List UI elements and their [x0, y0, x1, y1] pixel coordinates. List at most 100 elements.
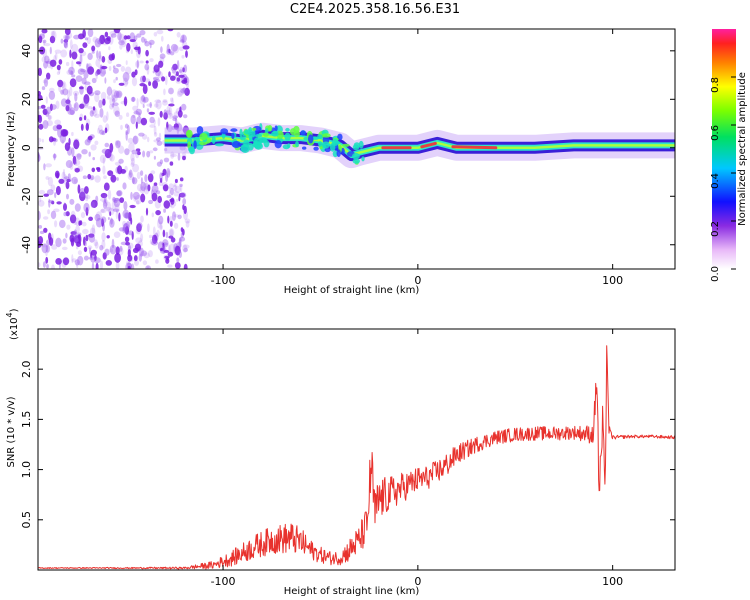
- noise-mark: [61, 246, 68, 251]
- noise-mark: [108, 207, 115, 216]
- noise-mark: [106, 95, 111, 100]
- noise-mark: [158, 215, 164, 225]
- spec-x-tick-label: 0: [414, 274, 421, 287]
- noise-mark: [159, 177, 163, 183]
- noise-mark: [170, 204, 175, 209]
- noise-mark: [167, 215, 170, 224]
- noise-mark: [182, 198, 187, 205]
- noise-mark: [113, 231, 121, 238]
- noise-mark: [156, 140, 163, 146]
- noise-mark: [143, 185, 150, 195]
- noise-mark: [158, 60, 164, 68]
- noise-mark: [91, 224, 96, 235]
- noise-mark: [179, 39, 185, 43]
- noise-mark: [111, 98, 116, 104]
- noise-mark: [41, 86, 46, 91]
- noise-mark: [55, 185, 61, 196]
- noise-mark: [143, 97, 147, 104]
- ridge-blob: [318, 141, 323, 147]
- noise-mark: [79, 187, 86, 198]
- noise-mark: [85, 122, 90, 131]
- noise-mark: [184, 218, 191, 224]
- noise-mark: [132, 114, 136, 119]
- noise-mark: [83, 98, 89, 109]
- noise-mark: [149, 101, 152, 109]
- noise-mark: [65, 181, 70, 190]
- noise-mark: [45, 163, 52, 168]
- noise-mark: [122, 209, 130, 219]
- noise-mark: [162, 242, 165, 252]
- noise-mark: [163, 109, 167, 118]
- noise-mark: [69, 214, 77, 224]
- noise-mark: [42, 29, 45, 37]
- noise-mark: [118, 114, 123, 120]
- noise-mark: [168, 183, 174, 190]
- noise-mark: [176, 77, 181, 82]
- noise-mark: [112, 196, 116, 203]
- noise-mark: [136, 33, 142, 38]
- noise-mark: [90, 175, 95, 181]
- noise-mark: [166, 256, 169, 261]
- noise-mark: [109, 142, 114, 153]
- noise-mark: [38, 236, 44, 245]
- snr-x-axis-label: Height of straight line (km): [284, 586, 420, 597]
- noise-mark: [103, 202, 108, 207]
- noise-mark: [152, 76, 160, 81]
- noise-mark: [146, 103, 153, 107]
- noise-mark: [86, 63, 91, 70]
- noise-mark: [163, 88, 166, 96]
- noise-mark: [67, 173, 71, 180]
- noise-mark: [129, 39, 136, 43]
- noise-mark: [92, 157, 95, 161]
- noise-mark: [87, 52, 93, 61]
- noise-mark: [157, 117, 161, 127]
- noise-mark: [43, 193, 49, 197]
- noise-mark: [66, 69, 74, 76]
- noise-mark: [104, 31, 109, 38]
- noise-mark: [170, 97, 173, 103]
- noise-mark: [99, 198, 107, 202]
- noise-mark: [104, 148, 112, 159]
- noise-mark: [55, 237, 62, 248]
- noise-mark: [143, 78, 151, 83]
- noise-mark: [143, 182, 149, 190]
- noise-mark: [112, 65, 116, 69]
- noise-mark: [118, 212, 121, 222]
- snr-x-tick-label: -100: [211, 575, 236, 588]
- noise-mark: [122, 226, 126, 234]
- noise-mark: [167, 29, 174, 32]
- noise-mark: [107, 189, 112, 200]
- noise-mark: [59, 219, 66, 229]
- ridge-blob: [214, 143, 224, 147]
- noise-mark: [116, 63, 122, 68]
- noise-mark: [99, 108, 104, 118]
- noise-mark: [86, 63, 89, 71]
- noise-mark: [151, 212, 154, 218]
- page-title: C2E4.2025.358.16.56.E31: [289, 2, 461, 17]
- noise-mark: [133, 46, 141, 51]
- ridge-blob: [293, 125, 300, 134]
- ridge-blob: [239, 128, 243, 138]
- noise-mark: [128, 260, 131, 268]
- ridge-peak-segment: [420, 141, 437, 149]
- noise-mark: [138, 132, 145, 137]
- noise-mark: [132, 191, 140, 200]
- noise-mark: [152, 226, 156, 236]
- ridge-blob: [246, 133, 249, 139]
- noise-mark: [51, 200, 55, 205]
- noise-mark: [54, 52, 58, 61]
- noise-mark: [74, 203, 81, 212]
- ridge-blob: [267, 125, 273, 132]
- noise-mark: [158, 132, 162, 140]
- snr-y-tick-label: 2.0: [20, 360, 33, 378]
- noise-mark: [73, 90, 79, 96]
- noise-mark: [139, 95, 146, 105]
- noise-mark: [186, 83, 190, 88]
- noise-mark: [63, 201, 66, 210]
- noise-mark: [123, 96, 128, 107]
- noise-mark: [98, 124, 103, 132]
- noise-mark: [101, 71, 107, 75]
- snr-y-tick-label: 1.5: [20, 411, 33, 429]
- noise-mark: [50, 184, 56, 192]
- noise-mark: [69, 198, 75, 205]
